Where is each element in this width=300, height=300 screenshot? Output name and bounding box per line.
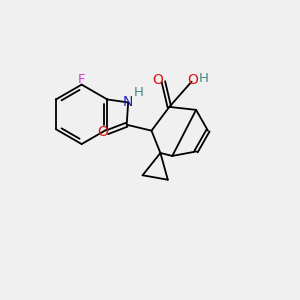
Text: H: H xyxy=(134,85,143,98)
Text: O: O xyxy=(188,73,199,87)
Text: O: O xyxy=(153,73,164,87)
Text: N: N xyxy=(123,95,134,110)
Text: O: O xyxy=(98,125,108,139)
Text: F: F xyxy=(78,73,85,86)
Text: H: H xyxy=(199,72,209,85)
